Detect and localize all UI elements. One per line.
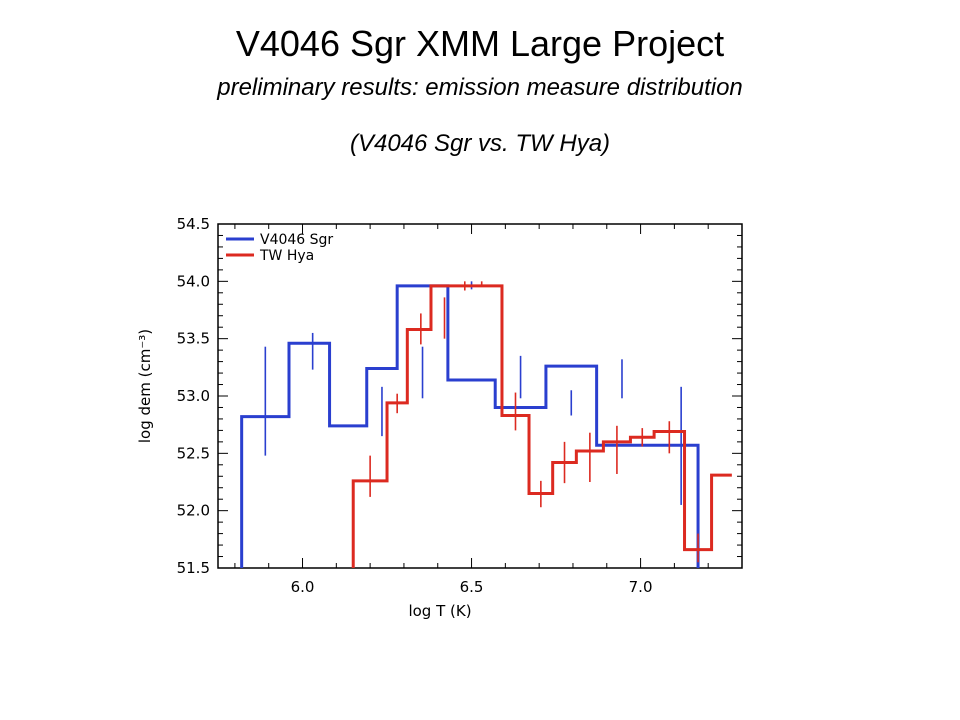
x-tick-label: 6.0 [291,578,315,596]
slide-subtitle-comparison: (V4046 Sgr vs. TW Hya) [349,130,611,157]
legend-label-v4046-sgr: V4046 Sgr [260,232,333,248]
series-line-v4046-sgr [240,284,700,568]
legend-label-tw-hya: TW Hya [259,248,314,264]
slide-title: V4046 Sgr XMM Large Project [235,23,725,64]
y-tick-label: 53.5 [177,330,210,348]
y-tick-label: 54.0 [177,272,210,290]
series-line-tw-hya [351,284,732,568]
y-axis-label: log dem (cm⁻³) [136,329,154,443]
slide-subtitle: preliminary results: emission measure di… [217,74,743,101]
y-tick-label: 51.5 [177,559,210,577]
x-axis-label: log T (K) [408,602,471,620]
plot-area [240,281,732,568]
x-tick-label: 6.5 [460,578,484,596]
y-tick-label: 54.5 [177,215,210,233]
y-tick-label: 52.5 [177,444,210,462]
plot-frame [217,223,743,569]
y-tick-label: 52.0 [177,502,210,520]
y-tick-label: 53.0 [177,387,210,405]
x-tick-label: 7.0 [629,578,653,596]
